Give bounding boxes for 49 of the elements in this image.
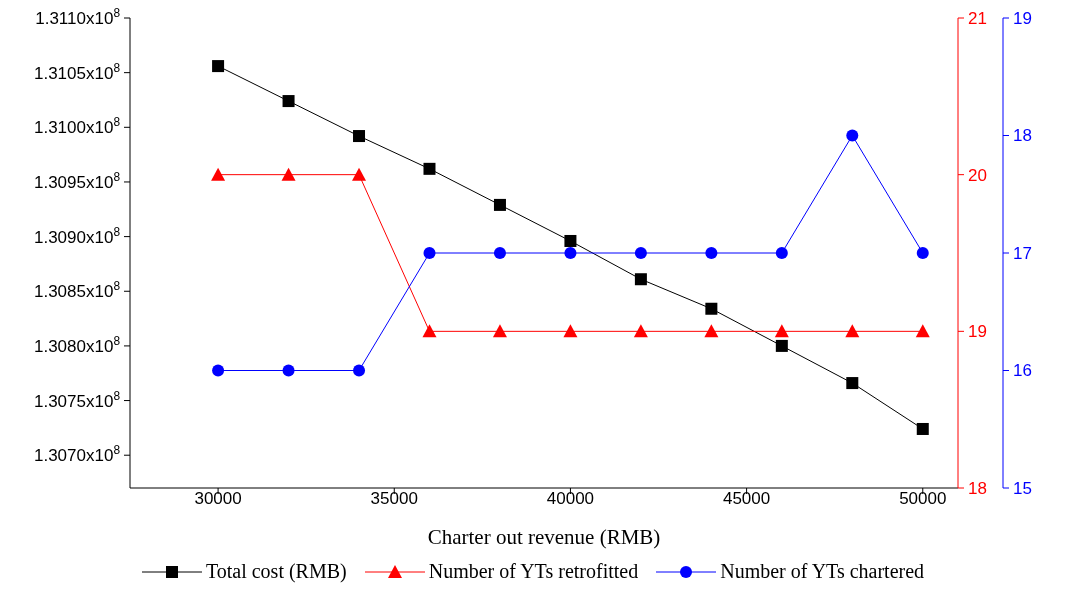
point xyxy=(493,198,506,211)
point xyxy=(775,247,788,259)
point xyxy=(353,130,366,143)
point xyxy=(212,364,225,377)
point xyxy=(705,302,718,315)
legend-label: Number of YTs chartered xyxy=(720,560,925,583)
x-axis-title: Charter out revenue (RMB) xyxy=(427,525,661,549)
point xyxy=(212,60,225,73)
y-tick-label: 1.3095x10$^{8}$ xyxy=(33,169,121,192)
y-tick-label: 1.3070x10$^{8}$ xyxy=(33,443,121,466)
y3-tick-label: 16 xyxy=(1013,361,1032,381)
y2-tick-label: 19 xyxy=(968,322,987,342)
point xyxy=(916,247,929,259)
point xyxy=(423,247,436,259)
x-tick-label: 50000 xyxy=(899,488,947,508)
x-tick-label: 35000 xyxy=(370,488,418,508)
y3-tick-label: 17 xyxy=(1013,243,1032,263)
y-tick-label: 1.3100x10$^{8}$ xyxy=(33,115,121,138)
point xyxy=(634,273,647,286)
y-tick-label: 1.3110x10$^{8}$ xyxy=(35,5,121,28)
point xyxy=(564,247,577,259)
y3-tick-label: 19 xyxy=(1013,8,1032,28)
point xyxy=(282,95,295,108)
x-tick-label: 30000 xyxy=(194,488,242,508)
point xyxy=(564,234,577,247)
point xyxy=(634,247,647,259)
point xyxy=(493,247,506,259)
legend-label: Total cost (RMB) xyxy=(205,560,347,583)
y2-tick-label: 21 xyxy=(968,8,987,28)
y-tick-label: 1.3075x10$^{8}$ xyxy=(33,388,121,411)
y2-tick-label: 18 xyxy=(968,478,987,498)
point xyxy=(916,422,929,435)
legend-label: Number of YTs retrofitted xyxy=(428,560,639,583)
y3-tick-label: 15 xyxy=(1013,478,1032,498)
y-tick-label: 1.3090x10$^{8}$ xyxy=(33,224,121,247)
y-tick-label: 1.3105x10$^{8}$ xyxy=(33,60,121,83)
point xyxy=(705,247,718,259)
point xyxy=(423,162,436,175)
y2-tick-label: 20 xyxy=(968,165,987,185)
y3-tick-label: 18 xyxy=(1013,126,1032,146)
x-tick-label: 45000 xyxy=(722,488,771,508)
x-tick-label: 40000 xyxy=(546,488,595,508)
y-tick-label: 1.3080x10$^{8}$ xyxy=(33,333,121,356)
point xyxy=(775,339,788,352)
point xyxy=(282,364,295,377)
point xyxy=(846,377,859,390)
point xyxy=(353,364,366,377)
y-tick-label: 1.3085x10$^{8}$ xyxy=(33,279,121,302)
point xyxy=(846,129,859,142)
